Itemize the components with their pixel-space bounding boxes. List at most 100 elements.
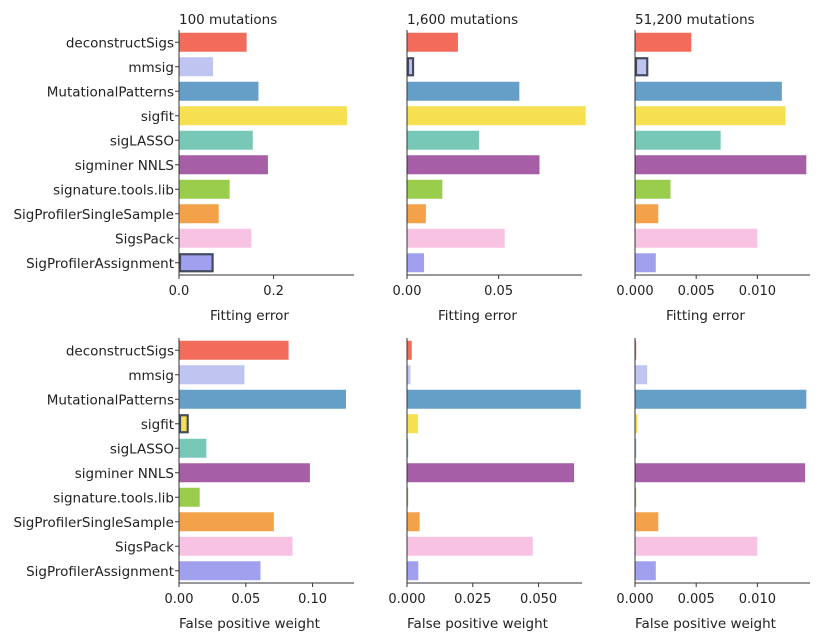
category-label: sigminer NNLS: [75, 158, 174, 174]
panel-title: 100 mutations: [179, 12, 277, 28]
x-tick-label: 0.05: [484, 284, 513, 299]
x-tick-label: 0.00: [165, 592, 194, 607]
category-label: deconstructSigs: [66, 343, 174, 359]
bar-sigspack: [407, 536, 533, 556]
category-label: SigProfilerAssignment: [26, 256, 174, 272]
bar-mmsig: [635, 365, 648, 385]
panel-0-2: 51,200 mutations 0.000 0.005 0.010 Fitting e…: [616, 12, 810, 324]
bar-sigminer-nnls: [407, 463, 575, 483]
bar-deconstructsigs: [407, 32, 458, 52]
x-tick-label: 0.010: [739, 284, 776, 299]
category-label: SigsPack: [115, 539, 174, 555]
category-label: SigsPack: [115, 231, 174, 247]
bar-signature-tools-lib: [179, 179, 230, 199]
bar-mutationalpatterns: [635, 389, 807, 409]
x-tick-label: 0.000: [388, 592, 425, 607]
x-tick-label: 0.10: [298, 592, 327, 607]
category-label: SigProfilerSingleSample: [13, 515, 174, 531]
bar-sigfit: [635, 106, 786, 126]
bar-sigprofilerassignment: [635, 253, 656, 273]
category-label: signature.tools.lib: [53, 490, 174, 506]
bar-mmsig: [407, 365, 411, 385]
panel-1-2: 0.000 0.005 0.010 False positive weight: [616, 338, 810, 632]
x-axis-title: False positive weight: [407, 616, 548, 632]
category-label: mmsig: [128, 368, 174, 384]
x-tick-label: 0.000: [616, 592, 653, 607]
category-label: sigminer NNLS: [75, 466, 174, 482]
bar-mutationalpatterns: [635, 81, 782, 101]
bar-sigspack: [179, 228, 252, 248]
category-label: mmsig: [128, 60, 174, 76]
bar-sigprofilersinglesample: [635, 204, 659, 224]
bar-sigfit: [407, 106, 586, 126]
x-tick-label: 0.000: [616, 284, 653, 299]
panel-0-1: 1,600 mutations 0.00 0.05 Fitting error: [393, 12, 586, 324]
bar-sigminer-nnls: [179, 463, 310, 483]
bar-deconstructsigs: [635, 32, 692, 52]
bar-signature-tools-lib: [407, 179, 443, 199]
bar-sigfit: [179, 106, 347, 126]
x-tick-label: 0.0: [169, 284, 190, 299]
category-label: SigProfilerSingleSample: [13, 207, 174, 223]
x-tick-label: 0.00: [393, 284, 422, 299]
bar-siglasso: [635, 130, 721, 150]
x-axis-title: Fitting error: [438, 308, 517, 324]
bar-sigminer-nnls: [179, 155, 268, 175]
x-tick-label: 0.050: [520, 592, 557, 607]
x-tick-label: 0.025: [454, 592, 491, 607]
panel-0-0: 100 mutations deconstructSigs mmsig Mutatio…: [13, 12, 354, 324]
bar-signature-tools-lib: [635, 487, 637, 507]
category-label: sigfit: [141, 417, 174, 433]
bar-sigfit: [635, 414, 638, 434]
bar-deconstructsigs: [635, 340, 637, 360]
bar-sigspack: [635, 228, 758, 248]
x-axis-title: Fitting error: [210, 308, 289, 324]
x-axis-title: False positive weight: [179, 616, 320, 632]
bar-signature-tools-lib: [635, 179, 671, 199]
bar-sigprofilersinglesample: [635, 512, 659, 532]
category-label: MutationalPatterns: [47, 84, 174, 100]
bar-mutationalpatterns: [179, 81, 259, 101]
bar-sigprofilersinglesample: [407, 512, 420, 532]
bar-signature-tools-lib: [407, 487, 409, 507]
category-label: sigLASSO: [110, 441, 174, 457]
category-label: signature.tools.lib: [53, 182, 174, 198]
bar-sigspack: [635, 536, 758, 556]
x-tick-label: 0.2: [263, 284, 284, 299]
bar-mmsig: [179, 57, 214, 77]
category-label: sigfit: [141, 109, 174, 125]
bar-mmsig: [179, 365, 245, 385]
bar-sigminer-nnls: [635, 463, 806, 483]
bar-mutationalpatterns: [407, 81, 520, 101]
bar-sigprofilersinglesample: [407, 204, 426, 224]
category-label: sigLASSO: [110, 133, 174, 149]
bar-sigminer-nnls: [635, 155, 807, 175]
panel-1-1: 0.000 0.025 0.050 False positive weight: [388, 338, 582, 632]
bar-sigprofilerassignment: [407, 561, 419, 581]
bar-sigspack: [179, 536, 293, 556]
bar-sigfit: [178, 414, 189, 434]
bar-siglasso: [179, 438, 207, 458]
bar-mmsig: [406, 57, 415, 77]
bar-sigspack: [407, 228, 505, 248]
bar-sigprofilersinglesample: [179, 512, 274, 532]
bar-sigprofilerassignment: [407, 253, 425, 273]
x-tick-label: 0.010: [739, 592, 776, 607]
bar-deconstructsigs: [407, 340, 412, 360]
bar-sigprofilerassignment: [635, 561, 656, 581]
bar-siglasso: [407, 438, 409, 458]
bar-siglasso: [179, 130, 253, 150]
bar-mmsig: [634, 57, 649, 77]
bar-sigprofilerassignment: [178, 253, 214, 273]
x-tick-label: 0.05: [231, 592, 260, 607]
bar-signature-tools-lib: [179, 487, 200, 507]
x-tick-label: 0.005: [678, 284, 715, 299]
bar-sigminer-nnls: [407, 155, 540, 175]
bar-siglasso: [407, 130, 480, 150]
x-tick-label: 0.005: [678, 592, 715, 607]
category-label: deconstructSigs: [66, 35, 174, 51]
panel-title: 51,200 mutations: [635, 12, 755, 28]
bar-siglasso: [635, 438, 637, 458]
bar-sigprofilersinglesample: [179, 204, 219, 224]
